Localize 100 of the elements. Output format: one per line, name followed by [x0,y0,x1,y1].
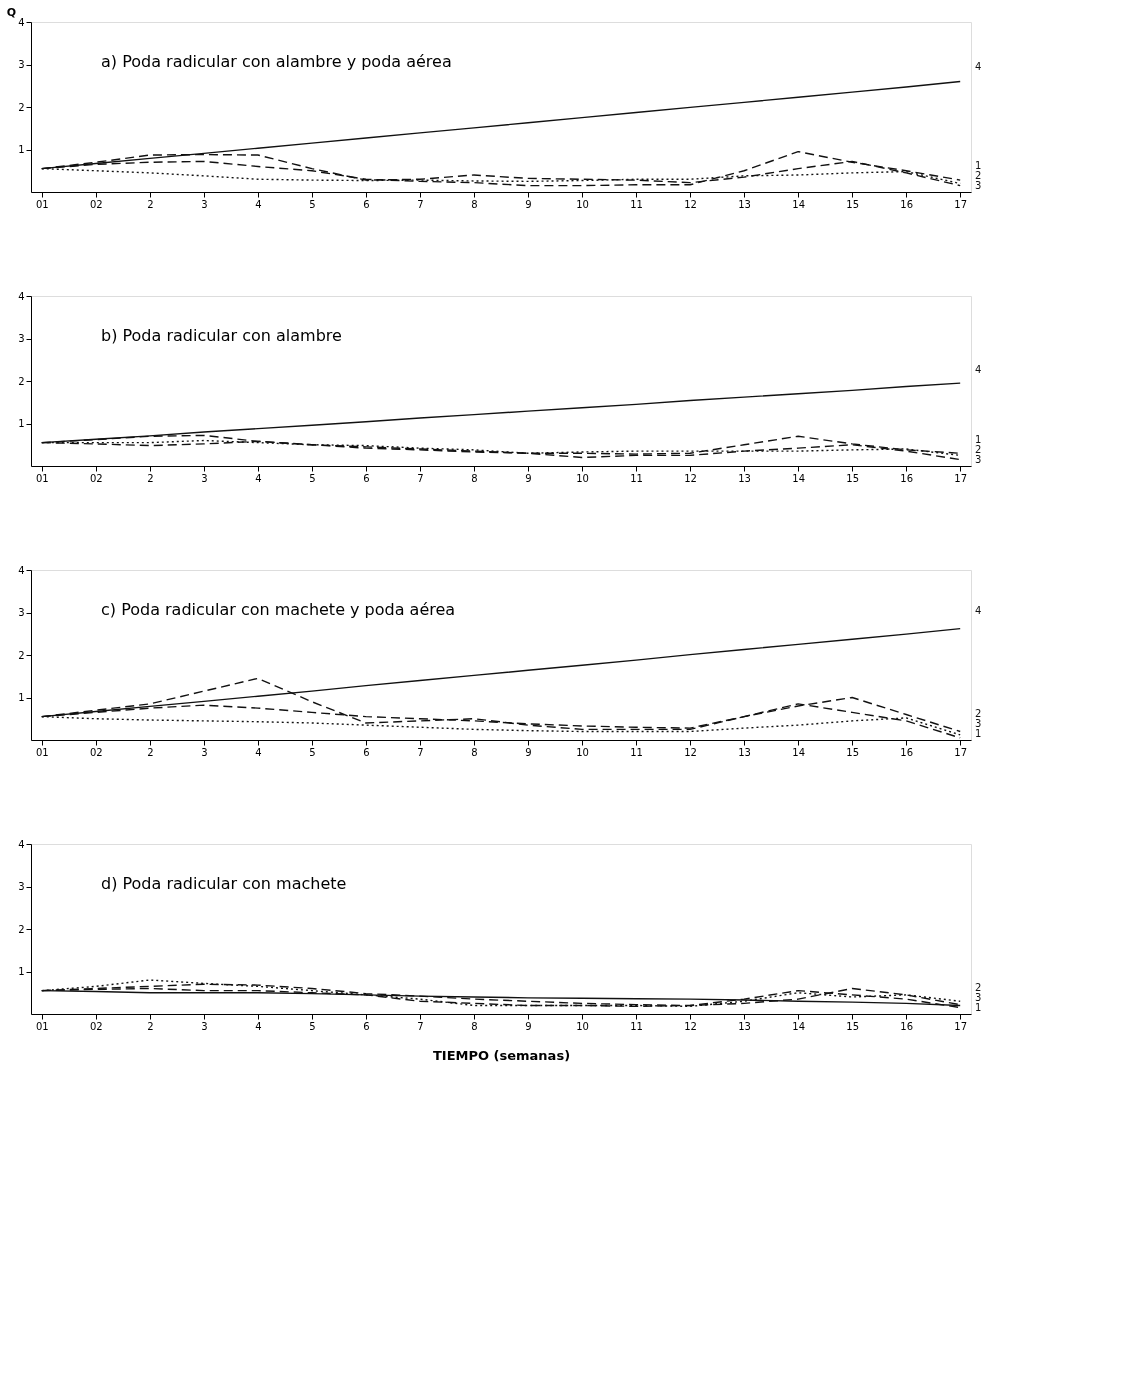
x-tick-label: 15 [846,1020,860,1032]
series-label: 2 [975,982,982,993]
y-tick-label: 4 [18,838,25,850]
y-tick-label: 2 [18,649,25,661]
y-tick-label: 1 [18,418,25,429]
x-tick-label: 5 [309,1020,316,1032]
x-tick-label: 10 [576,198,589,210]
x-tick-label: 8 [471,746,478,758]
x-tick-label: 9 [525,472,532,484]
y-tick-label: 4 [18,564,25,576]
x-tick-label: 02 [89,746,103,758]
x-tick-label: 17 [954,746,968,758]
x-tick-label: 5 [309,746,316,758]
x-tick-label: 17 [954,472,968,484]
x-tick-label: 6 [363,472,370,484]
y-tick-label: 3 [18,333,25,344]
x-tick-label: 16 [900,1020,914,1032]
series-label: 2 [975,170,982,181]
x-tick-label: 12 [684,1020,697,1032]
text: d) Poda radicular con machete [101,874,347,893]
x-tick-label: 11 [630,1020,643,1032]
x-tick-label: 13 [738,198,751,210]
text: c) Poda radicular con machete y poda aérea [101,600,456,619]
text: b) Poda radicular con alambre [101,326,342,345]
series-label: 1 [975,160,982,171]
y-tick-label: 3 [18,607,25,618]
x-tick-label: 13 [738,472,751,484]
x-tick-label: 9 [525,198,532,210]
x-tick-label: 14 [792,198,805,210]
series-label: 1 [975,434,982,445]
x-tick-label: 02 [89,1020,103,1032]
x-tick-label: 7 [417,472,424,484]
x-tick-label: 02 [89,472,103,484]
x-tick-label: 12 [684,198,697,210]
x-tick-label: 15 [846,198,860,210]
x-tick-label: 4 [255,746,262,758]
x-tick-label: 12 [684,472,697,484]
series-label: 1 [975,728,982,739]
x-tick-label: 15 [846,472,860,484]
x-tick-label: 12 [684,746,697,758]
x-tick-label: 8 [471,198,478,210]
series-label: 4 [975,363,982,375]
x-tick-label: 01 [35,746,49,758]
x-axis-title: TIEMPO (semanas) [432,1047,571,1063]
x-tick-label: 4 [255,472,262,484]
x-tick-label: 2 [147,472,154,484]
x-tick-label: 15 [846,746,860,758]
x-tick-label: 13 [738,1020,751,1032]
x-tick-label: 8 [471,472,478,484]
series-label: 3 [975,180,982,191]
x-tick-label: 01 [35,1020,49,1032]
x-tick-label: 4 [255,198,262,210]
series-label: 3 [975,718,982,729]
y-tick-label: 1 [18,966,25,977]
x-tick-label: 8 [471,1020,478,1032]
x-tick-label: 5 [309,472,316,484]
series-label: 4 [975,61,982,73]
x-tick-label: 10 [576,472,589,484]
x-tick-label: 6 [363,198,370,210]
y-tick-label: 2 [18,923,25,935]
x-tick-label: 7 [417,746,424,758]
series-label: 2 [975,708,982,719]
y-tick-label: 3 [18,881,25,892]
x-tick-label: 2 [147,1020,154,1032]
x-tick-label: 11 [630,198,643,210]
x-tick-label: 14 [792,472,805,484]
y-tick-label: 2 [18,101,25,113]
x-tick-label: 01 [35,472,49,484]
y-tick-label: 2 [18,375,25,387]
x-tick-label: 10 [576,1020,589,1032]
x-tick-label: 2 [147,198,154,210]
x-tick-label: 5 [309,198,316,210]
x-tick-label: 16 [900,472,914,484]
series-label: 4 [975,605,982,617]
y-axis-title: Q [6,5,17,19]
x-tick-label: 17 [954,1020,968,1032]
x-tick-label: 7 [417,198,424,210]
x-tick-label: 2 [147,746,154,758]
x-tick-label: 4 [255,1020,262,1032]
x-tick-label: 9 [525,746,532,758]
x-tick-label: 17 [954,198,968,210]
x-tick-label: 6 [363,746,370,758]
y-tick-label: 1 [18,144,25,155]
x-tick-label: 9 [525,1020,532,1032]
x-tick-label: 7 [417,1020,424,1032]
x-tick-label: 6 [363,1020,370,1032]
x-tick-label: 02 [89,198,103,210]
x-tick-label: 01 [35,198,49,210]
series-label: 2 [975,444,982,455]
x-tick-label: 11 [630,746,643,758]
x-tick-label: 16 [900,198,914,210]
x-tick-label: 10 [576,746,589,758]
y-tick-label: 3 [18,59,25,70]
x-tick-label: 16 [900,746,914,758]
x-tick-label: 11 [630,472,643,484]
x-tick-label: 3 [201,746,208,758]
y-tick-label: 4 [18,290,25,302]
series-label: 3 [975,992,982,1003]
y-tick-label: 1 [18,692,25,703]
series-label: 1 [975,1002,982,1013]
